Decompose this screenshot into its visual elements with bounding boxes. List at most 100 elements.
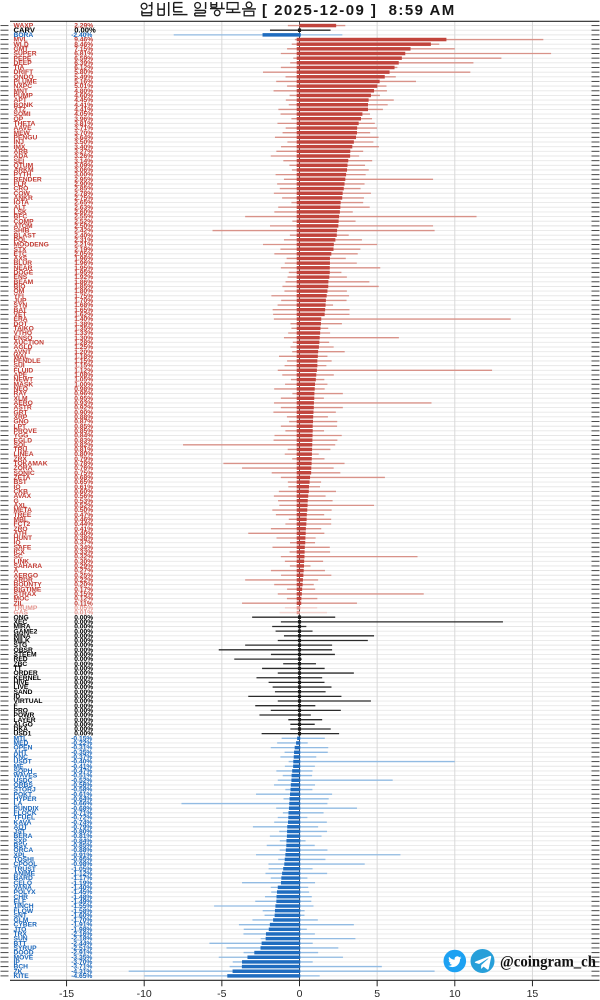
svg-text:-1.05%: -1.05% — [71, 866, 92, 873]
svg-text:JTO: JTO — [14, 926, 27, 933]
svg-text:ALT: ALT — [14, 204, 27, 211]
svg-text:SOPH: SOPH — [14, 768, 33, 775]
svg-text:GMT: GMT — [14, 46, 30, 53]
svg-text:BERA: BERA — [14, 833, 33, 840]
svg-text:4.41%: 4.41% — [74, 102, 93, 109]
svg-text:-0.84%: -0.84% — [71, 838, 92, 845]
svg-text:5.49%: 5.49% — [74, 74, 93, 81]
svg-text:0.40%: 0.40% — [74, 530, 93, 537]
svg-text:AXS: AXS — [14, 256, 28, 263]
svg-text:2.90%: 2.90% — [74, 181, 93, 188]
svg-text:ARKM: ARKM — [14, 167, 34, 174]
svg-text:SC: SC — [14, 554, 23, 561]
svg-text:2.31%: 2.31% — [74, 237, 93, 244]
svg-text:0.32%: 0.32% — [74, 554, 93, 561]
svg-text:1.65%: 1.65% — [74, 307, 93, 314]
svg-text:BORA: BORA — [14, 32, 34, 39]
svg-text:PYTH: PYTH — [14, 172, 32, 179]
svg-text:LINK: LINK — [14, 558, 30, 565]
svg-text:QTUM: QTUM — [14, 162, 34, 169]
svg-text:0.78%: 0.78% — [74, 461, 93, 468]
svg-text:0.79%: 0.79% — [74, 456, 93, 463]
svg-text:ENSO: ENSO — [14, 335, 33, 342]
svg-text:-0.95%: -0.95% — [71, 857, 92, 864]
svg-text:KERNEL: KERNEL — [14, 675, 42, 682]
svg-text:SAND: SAND — [14, 689, 33, 696]
svg-text:FCT2: FCT2 — [14, 521, 31, 528]
svg-text:-2.44%: -2.44% — [71, 940, 92, 947]
svg-text:TFUEL: TFUEL — [14, 815, 36, 822]
svg-text:XLM: XLM — [14, 395, 29, 402]
svg-text:-0.66%: -0.66% — [71, 801, 92, 808]
svg-text:1.62%: 1.62% — [74, 311, 93, 318]
svg-text:0.00%: 0.00% — [74, 717, 93, 724]
svg-text:SAFE: SAFE — [14, 544, 32, 551]
svg-text:XRP: XRP — [14, 414, 28, 421]
svg-text:BFC: BFC — [14, 214, 28, 221]
svg-text:1.15%: 1.15% — [74, 363, 93, 370]
svg-text:0: 0 — [297, 988, 303, 1000]
svg-text:NEAR: NEAR — [14, 265, 33, 272]
svg-text:1.25%: 1.25% — [74, 344, 93, 351]
svg-text:0.38%: 0.38% — [74, 535, 93, 542]
svg-text:POWR: POWR — [14, 712, 35, 719]
svg-text:BARD: BARD — [14, 875, 33, 882]
svg-text:STG: STG — [14, 642, 28, 649]
svg-text:MILK: MILK — [14, 638, 31, 645]
svg-text:AVAX: AVAX — [14, 493, 32, 500]
svg-text:ZRX: ZRX — [14, 456, 28, 463]
svg-text:SOL: SOL — [14, 442, 28, 449]
svg-text:0.96%: 0.96% — [74, 391, 93, 398]
svg-text:3.70%: 3.70% — [74, 130, 93, 137]
svg-text:BEAM: BEAM — [14, 279, 34, 286]
svg-text:-0.47%: -0.47% — [71, 768, 92, 775]
svg-text:-0.22%: -0.22% — [71, 740, 92, 747]
svg-text:0.00%: 0.00% — [74, 726, 93, 733]
svg-text:DEEP: DEEP — [14, 60, 33, 67]
svg-text:AGLD: AGLD — [14, 344, 33, 351]
svg-text:1.95%: 1.95% — [74, 270, 93, 277]
svg-text:4.80%: 4.80% — [74, 88, 93, 95]
svg-text:PUMP: PUMP — [14, 93, 34, 100]
svg-text:FLR: FLR — [14, 181, 27, 188]
svg-text:MIRA: MIRA — [14, 624, 31, 631]
svg-text:BLAST: BLAST — [14, 232, 37, 239]
svg-text:SUN: SUN — [14, 936, 28, 943]
svg-text:ONG: ONG — [14, 614, 29, 621]
svg-text:MEW: MEW — [14, 130, 31, 137]
svg-text:-2.40%: -2.40% — [71, 32, 92, 39]
svg-text:0.00%: 0.00% — [74, 666, 93, 673]
svg-text:0.01%: 0.01% — [74, 610, 93, 617]
svg-text:0.22%: 0.22% — [74, 577, 93, 584]
svg-text:ZIL: ZIL — [14, 600, 24, 607]
svg-text:0.00%: 0.00% — [74, 25, 96, 34]
svg-text:GAS: GAS — [14, 610, 29, 617]
svg-text:OBSR: OBSR — [14, 647, 33, 654]
svg-text:TRU: TRU — [14, 447, 28, 454]
svg-text:WAL: WAL — [14, 353, 29, 360]
svg-text:2.05%: 2.05% — [74, 251, 93, 258]
svg-text:VET: VET — [14, 311, 28, 318]
svg-text:BIGTIME: BIGTIME — [14, 586, 42, 593]
svg-text:0.98%: 0.98% — [74, 386, 93, 393]
svg-text:CKB: CKB — [14, 489, 29, 496]
svg-text:SNT: SNT — [14, 912, 28, 919]
svg-text:0.00%: 0.00% — [74, 661, 93, 668]
svg-text:0.56%: 0.56% — [74, 493, 93, 500]
svg-text:POKT: POKT — [14, 791, 33, 798]
svg-text:2.75%: 2.75% — [74, 195, 93, 202]
svg-text:-1.12%: -1.12% — [71, 871, 92, 878]
svg-text:MVL: MVL — [14, 37, 28, 44]
svg-text:4.05%: 4.05% — [74, 111, 93, 118]
svg-text:-0.91%: -0.91% — [71, 852, 92, 859]
svg-text:0.00%: 0.00% — [74, 638, 93, 645]
svg-text:PEPE: PEPE — [14, 55, 32, 62]
svg-text:MOC: MOC — [14, 596, 30, 603]
svg-text:LPT: LPT — [14, 423, 28, 430]
svg-text:0.84%: 0.84% — [74, 433, 93, 440]
svg-text:1.68%: 1.68% — [74, 302, 93, 309]
svg-text:2.65%: 2.65% — [74, 200, 93, 207]
svg-text:MED: MED — [14, 740, 29, 747]
svg-text:MBL: MBL — [14, 516, 29, 523]
svg-text:0.00%: 0.00% — [74, 731, 93, 738]
